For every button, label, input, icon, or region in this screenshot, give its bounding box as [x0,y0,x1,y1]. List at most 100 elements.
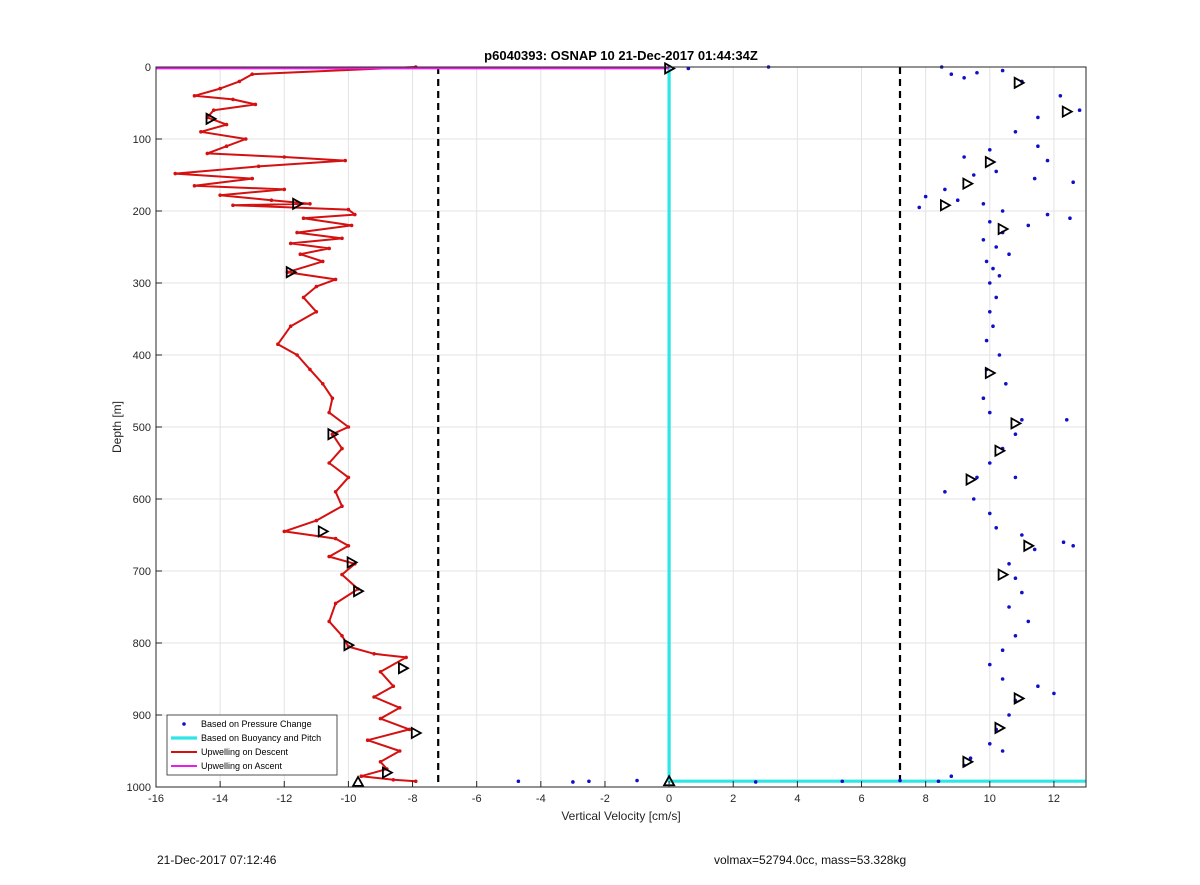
x-tick-label: -2 [600,793,610,805]
descent-point [205,151,210,156]
descent-point [327,619,331,624]
descent-point [314,310,319,314]
pressure-point [1000,749,1005,753]
pressure-point [1068,216,1072,220]
y-tick-label: 200 [133,206,151,218]
descent-point [378,716,383,721]
y-axis: 0 100 200 300 400 500 600 700 800 900 1000 [127,62,162,794]
descent-point [269,198,274,202]
pressure-point [984,259,989,264]
pressure-point [991,266,995,271]
x-tick-label: 8 [923,793,929,805]
descent-point [397,706,402,710]
descent-point [301,216,306,220]
descent-point [256,164,261,169]
descent-point [298,252,303,256]
triangle-marker [343,638,356,652]
descent-point [333,277,338,282]
pressure-point [981,202,986,206]
descent-point [327,246,331,251]
pressure-point [1000,209,1005,213]
pressure-point [949,72,954,76]
pressure-point [962,76,966,80]
descent-point [295,353,299,357]
triangle-marker [997,222,1010,236]
pressure-point [1020,533,1024,537]
triangle-marker [353,584,365,598]
descent-point [301,295,306,300]
x-tick-label: -8 [408,793,418,805]
pressure-point [962,155,966,159]
triangle-marker [962,755,975,769]
pressure-point [1013,576,1018,580]
descent-point [327,554,331,559]
triangle-marker [994,721,1007,735]
pressure-point [1007,562,1011,566]
footer-timestamp: 21-Dec-2017 07:12:46 [157,853,277,867]
pressure-point [1007,252,1011,256]
legend-swatch [182,722,186,726]
descent-point [333,601,338,606]
descent-point [349,223,354,228]
pressure-point [987,662,992,667]
x-tick-label: 0 [666,793,672,805]
descent-point [340,446,344,451]
x-tick-label: 10 [984,793,996,805]
x-tick-label: -16 [148,793,164,805]
pressure-point [1071,180,1075,184]
descent-point [237,79,242,84]
pressure-point [1058,94,1063,98]
descent-point [391,684,396,688]
triangle-marker [939,198,952,212]
descent-point [346,544,351,548]
pressure-point [923,194,928,199]
legend-entry: Upwelling on Ascent [201,761,283,771]
triangle-marker [292,197,304,211]
pressure-point [1007,605,1011,609]
descent-point [253,102,258,107]
pressure-point [1013,130,1018,134]
descent-point [404,655,408,660]
pressure-point [1032,176,1037,181]
triangle-marker [984,366,997,380]
descent-point [330,396,335,401]
descent-point [330,432,335,437]
descent-point [308,202,312,206]
descent-point [365,738,370,742]
x-tick-label: 2 [730,793,736,805]
pressure-point [1013,475,1018,480]
y-tick-label: 0 [145,62,151,74]
descent-point [288,324,293,329]
descent-point [282,155,287,159]
descent-point [218,86,222,91]
triangle-marker [1061,105,1074,119]
descent-point [359,774,364,778]
pressure-point [587,779,591,784]
descent-point [192,184,197,188]
descent-point [243,137,248,141]
triangle-marker [410,726,423,740]
y-tick-label: 300 [133,278,151,290]
threshold-lines [437,67,902,787]
pressure-point [1052,691,1056,696]
pressure-point [1036,144,1040,148]
pressure-point [635,778,639,783]
pressure-point [1077,108,1082,112]
triangle-marker [327,427,340,441]
pressure-point [1013,432,1018,437]
pressure-point [753,780,758,784]
descent-point [372,695,376,699]
pressure-point [997,353,1002,357]
x-tick-label: 6 [858,793,864,805]
series-layer [156,61,1086,787]
descent-point [346,425,351,429]
y-tick-label: 600 [133,494,151,506]
descent-point [343,158,348,163]
y-tick-label: 100 [133,134,151,146]
pressure-point [1020,590,1024,595]
triangle-marker [381,766,394,780]
pressure-point [994,526,999,530]
pressure-point [987,310,992,314]
descent-point [199,130,203,134]
